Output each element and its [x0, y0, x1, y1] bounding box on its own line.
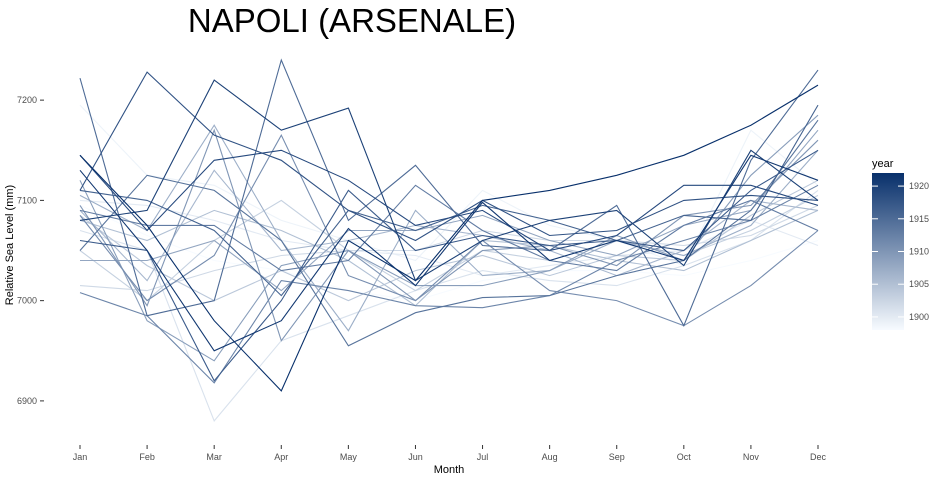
y-tick-label: 6900 — [17, 396, 37, 406]
x-tick-label: Sep — [609, 452, 625, 462]
chart-title: NAPOLI (ARSENALE) — [188, 2, 516, 39]
series-line-1919 — [79, 149, 819, 252]
y-tick-label: 7200 — [17, 95, 37, 105]
x-axis: Jan Feb Mar Apr May Jun Jul Aug Sep Oct Nov Dec — [73, 445, 827, 462]
series-line-1912 — [79, 184, 819, 384]
series-line-1915 — [79, 58, 819, 327]
x-tick-label: Nov — [743, 452, 760, 462]
x-tick-label: Oct — [677, 452, 692, 462]
series-line-1904 — [79, 179, 819, 302]
x-tick-label: Feb — [139, 452, 155, 462]
x-tick-label: Dec — [810, 452, 827, 462]
series-line-1909 — [79, 114, 819, 362]
series-line-1917 — [79, 149, 819, 382]
series-line-1910 — [79, 128, 819, 342]
legend-tick-label: 1910 — [909, 247, 929, 257]
series-line-1921 — [79, 154, 819, 352]
legend-tick-label: 1920 — [909, 181, 929, 191]
x-tick-label: Apr — [274, 452, 288, 462]
series-line-1901 — [79, 189, 819, 422]
x-tick-label: Jul — [477, 452, 489, 462]
x-tick-label: Jan — [73, 452, 88, 462]
x-tick-label: Mar — [206, 452, 222, 462]
series-line-1922 — [79, 84, 819, 392]
y-axis: 6900 7000 7100 7200 — [17, 95, 44, 406]
series-line-1908 — [80, 129, 819, 292]
x-tick-label: May — [340, 452, 358, 462]
legend-ticks: 1900 1905 1910 1915 1920 — [872, 181, 929, 322]
plot-area — [79, 58, 819, 422]
legend-tick-label: 1905 — [909, 279, 929, 289]
legend-tick-label: 1915 — [909, 214, 929, 224]
legend-tick-label: 1900 — [909, 312, 929, 322]
series-line-1913 — [79, 184, 819, 272]
y-tick-label: 7000 — [17, 296, 37, 306]
legend-title: year — [872, 158, 894, 170]
legend: year 1900 1905 1910 1915 1920 — [872, 158, 929, 330]
x-axis-title: Month — [434, 464, 465, 476]
y-tick-label: 7100 — [17, 195, 37, 205]
series-line-1911 — [79, 134, 819, 327]
series-line-1898 — [79, 204, 819, 302]
x-tick-label: Aug — [542, 452, 558, 462]
series-line-1907 — [79, 124, 819, 332]
series-line-1920 — [79, 79, 819, 282]
series-line-1914 — [79, 119, 819, 347]
y-axis-title: Relative Sea Level (mm) — [4, 185, 16, 305]
x-tick-label: Jun — [408, 452, 423, 462]
series-line-1905 — [79, 209, 819, 307]
series-line-1918 — [79, 71, 819, 242]
